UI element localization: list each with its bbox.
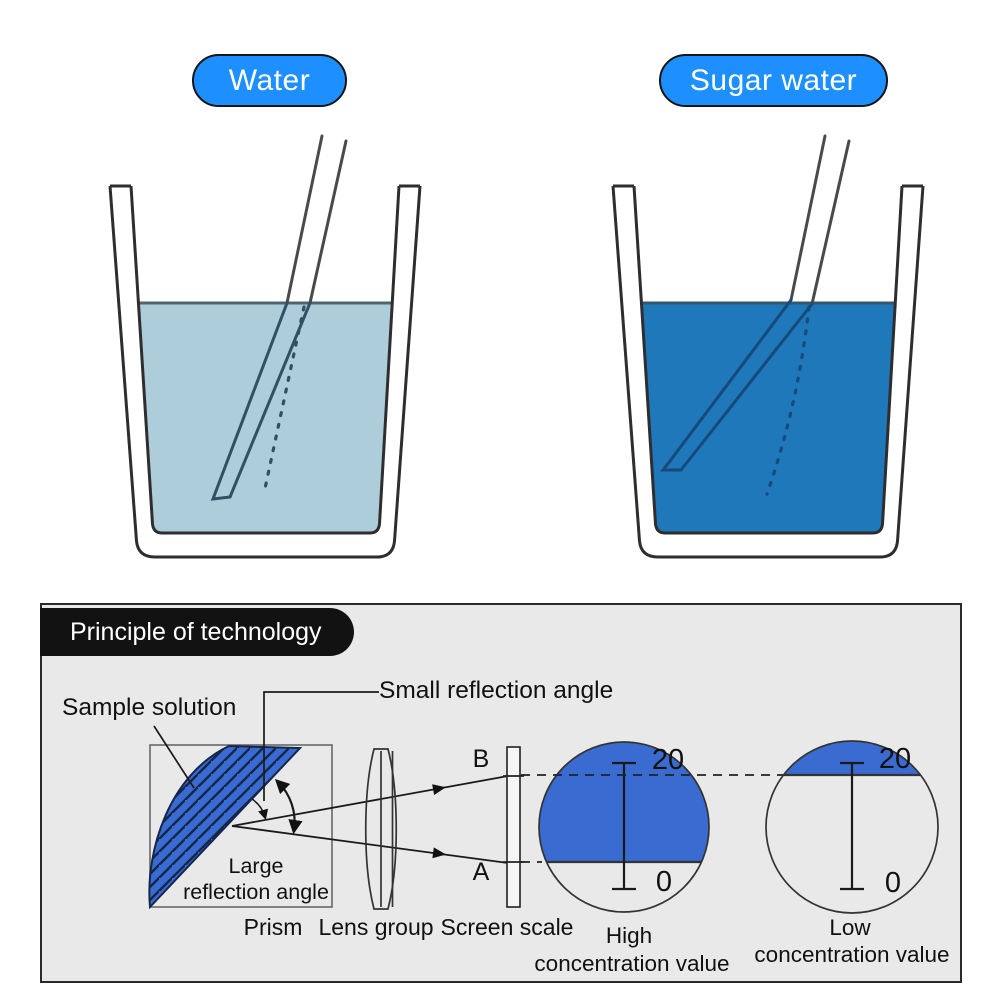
low-gauge-circle [765, 740, 939, 914]
water-beaker [108, 134, 422, 559]
glass-walls [611, 184, 925, 559]
small-reflection-angle-label: Small reflection angle [379, 677, 614, 704]
panel-header: Principle of technology [40, 608, 354, 656]
sample-solution-area [148, 744, 303, 910]
large-reflection-angle-label-line1: Large [228, 854, 284, 878]
sugar-water-beaker [611, 134, 925, 559]
large-angle-arc-arrow [274, 778, 303, 835]
high-gauge-circle [538, 741, 710, 913]
principle-panel: Principle of technology Sample solution … [40, 603, 962, 983]
high-gauge-label-line1: High [605, 923, 653, 948]
ray-to-b [231, 775, 509, 827]
point-a-label: A [472, 858, 490, 886]
small-angle-arc-arrow [251, 798, 269, 821]
low-gauge-scale-needle [840, 761, 864, 891]
low-gauge-top-value: 20 [878, 743, 912, 775]
screen-scale-bar [506, 746, 521, 908]
sugar-water-fill [641, 303, 895, 532]
high-gauge-top-value: 20 [651, 744, 685, 776]
principle-diagram [148, 691, 939, 914]
low-gauge-label-line1: Low [829, 915, 871, 940]
light-rays [231, 775, 509, 864]
water-fill [138, 303, 392, 532]
rod-refracted [659, 298, 814, 472]
rod-refracted [210, 301, 312, 501]
ray-b-arrowhead [432, 784, 446, 796]
apparent-rod-dashed-line [262, 305, 306, 495]
water-badge-label: Water [228, 63, 311, 97]
large-reflection-angle-label-line2: reflection angle [183, 880, 329, 904]
ray-to-a [231, 825, 509, 864]
high-gauge-label-line2: concentration value [534, 951, 730, 976]
panel-header-title: Principle of technology [70, 617, 322, 646]
sugar-water-badge-label: Sugar water [689, 63, 858, 97]
low-gauge-bottom-value: 0 [884, 867, 902, 899]
high-gauge-bottom-value: 0 [655, 866, 673, 898]
sample-solution-label: Sample solution [62, 694, 237, 721]
prism-label: Prism [243, 914, 303, 940]
ray-a-arrowhead [432, 847, 446, 859]
prism-box [149, 744, 333, 908]
lens-group-label: Lens group [318, 914, 434, 940]
low-gauge-label-line2: concentration value [754, 942, 950, 967]
rod-above-water [789, 134, 851, 306]
rod-above-water [285, 134, 348, 305]
high-concentration-gauge [538, 741, 710, 913]
screen-scale-label: Screen scale [440, 914, 574, 940]
low-concentration-gauge [765, 740, 939, 914]
glass-walls [108, 184, 422, 559]
sample-solution-leader-line [153, 725, 195, 789]
small-angle-leader-line [263, 691, 379, 801]
water-badge: Water [192, 54, 347, 107]
lens-group-shape [364, 748, 398, 910]
beakers-illustration [108, 134, 925, 559]
high-gauge-scale-needle [612, 761, 636, 891]
apparent-rod-dashed-line [765, 305, 811, 496]
screen-scale-ticks [503, 775, 524, 863]
point-b-label: B [472, 745, 490, 773]
sugar-water-badge: Sugar water [659, 54, 888, 107]
